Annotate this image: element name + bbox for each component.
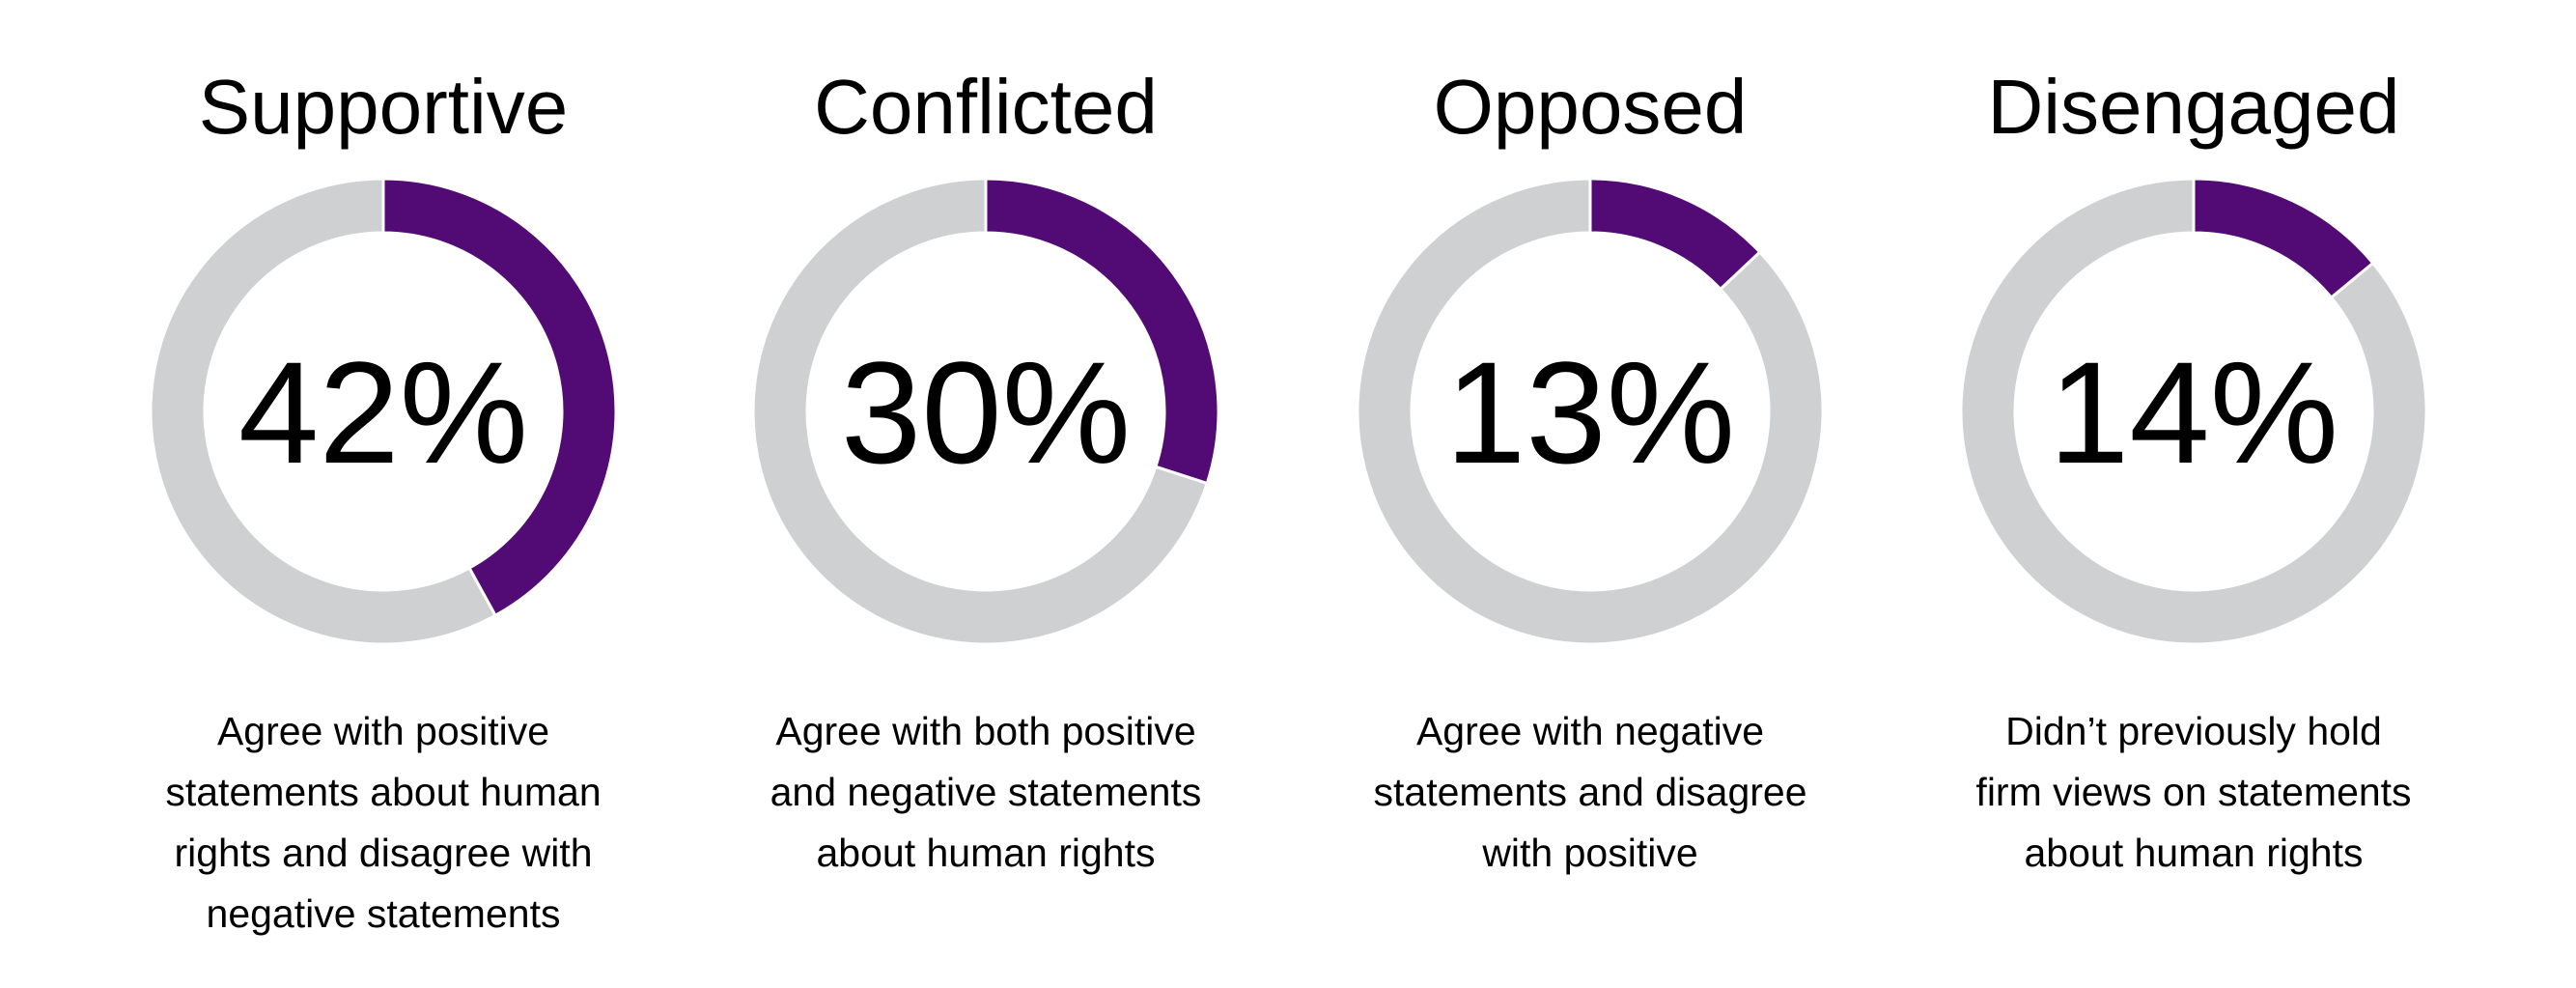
- value-label: 14%: [2049, 331, 2338, 494]
- description-line: negative statements: [207, 891, 561, 936]
- remainder-segment: [1959, 177, 2428, 646]
- remainder-segment: [751, 177, 1210, 646]
- description-line: Agree with both positive: [775, 709, 1195, 753]
- description-line: statements and disagree: [1374, 770, 1807, 814]
- description-line: firm views on statements: [1975, 770, 2411, 814]
- value-segment: [381, 177, 618, 618]
- donut-disengaged: Disengaged 14% Didn’t previously hold firm …: [1959, 64, 2428, 875]
- value-segment: [984, 177, 1220, 486]
- value-segment: [1588, 177, 1762, 292]
- description-line: about human rights: [2024, 831, 2363, 875]
- description-line: with positive: [1481, 831, 1697, 875]
- description-line: Didn’t previously hold: [2005, 709, 2382, 753]
- chart-title: Conflicted: [814, 64, 1158, 150]
- donut-supportive: Supportive 42% Agree with positive statemen…: [149, 64, 618, 936]
- description-line: about human rights: [816, 831, 1155, 875]
- chart-title: Disengaged: [1988, 64, 2400, 150]
- description-line: Agree with negative: [1416, 709, 1764, 753]
- chart-title: Opposed: [1434, 64, 1748, 150]
- value-label: 30%: [841, 331, 1131, 494]
- donut-conflicted: Conflicted 30% Agree with both positive and…: [751, 64, 1220, 875]
- value-label: 42%: [238, 331, 528, 494]
- remainder-segment: [149, 177, 498, 646]
- remainder-segment: [1356, 177, 1825, 646]
- chart-title: Supportive: [199, 64, 568, 150]
- value-segment: [2192, 177, 2375, 300]
- description-line: Agree with positive: [217, 709, 549, 753]
- description-line: and negative statements: [770, 770, 1202, 814]
- value-label: 13%: [1445, 331, 1735, 494]
- description-line: statements about human: [165, 770, 601, 814]
- donut-opposed: Opposed 13% Agree with negative statements …: [1356, 64, 1825, 875]
- description-line: rights and disagree with: [174, 831, 592, 875]
